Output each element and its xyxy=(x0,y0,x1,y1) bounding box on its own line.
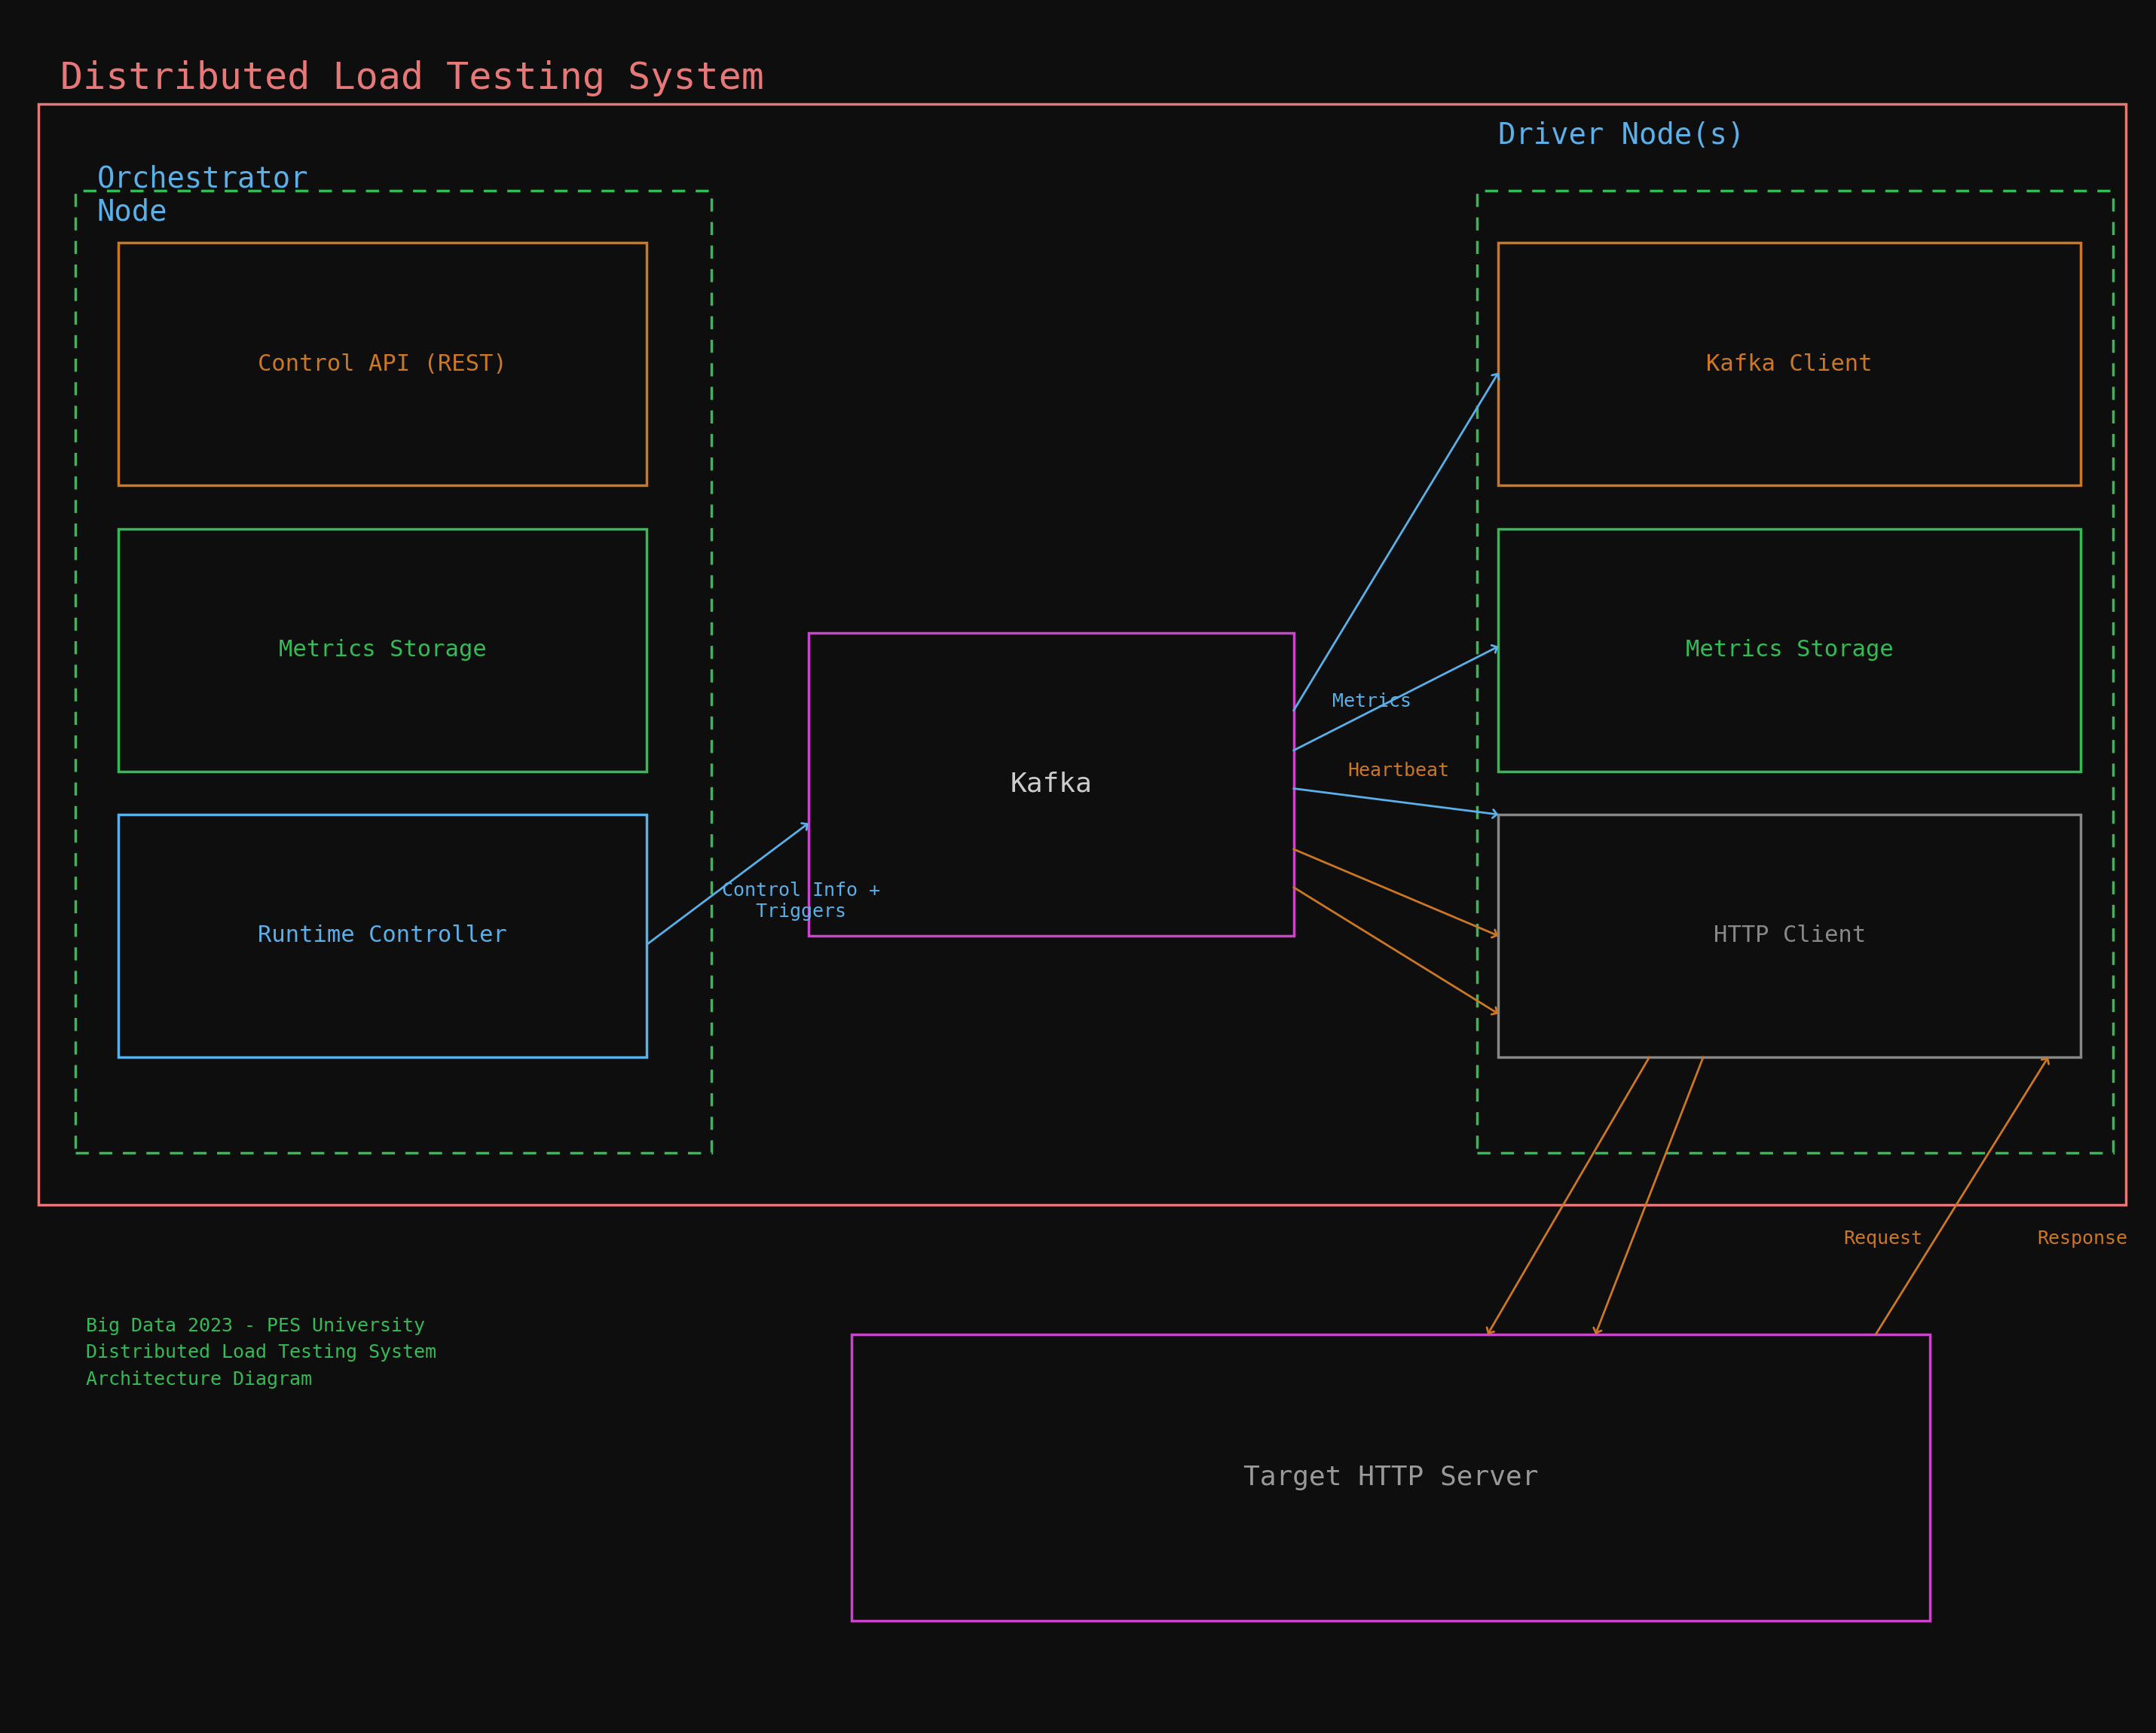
Bar xyxy=(1477,191,2113,1152)
Text: Request: Request xyxy=(1843,1230,1923,1248)
Bar xyxy=(1498,243,2081,485)
Bar xyxy=(808,633,1294,936)
Text: Target HTTP Server: Target HTTP Server xyxy=(1244,1464,1537,1490)
Text: Heartbeat: Heartbeat xyxy=(1348,763,1449,780)
Bar xyxy=(852,1334,1930,1620)
Bar xyxy=(75,191,711,1152)
Bar xyxy=(1498,815,2081,1057)
Text: Driver Node(s): Driver Node(s) xyxy=(1498,121,1744,151)
Bar xyxy=(39,104,2126,1204)
Text: Orchestrator
Node: Orchestrator Node xyxy=(97,165,308,227)
Text: Control Info +
   Triggers: Control Info + Triggers xyxy=(722,882,880,920)
Text: Response: Response xyxy=(2037,1230,2128,1248)
Text: Metrics Storage: Metrics Storage xyxy=(278,639,487,660)
Text: Distributed Load Testing System: Distributed Load Testing System xyxy=(60,61,763,97)
Text: Big Data 2023 - PES University
Distributed Load Testing System
Architecture Diag: Big Data 2023 - PES University Distribut… xyxy=(86,1317,438,1388)
Text: Runtime Controller: Runtime Controller xyxy=(259,925,507,946)
Text: Metrics Storage: Metrics Storage xyxy=(1686,639,1893,660)
Text: HTTP Client: HTTP Client xyxy=(1714,925,1865,946)
Bar xyxy=(119,815,647,1057)
Bar xyxy=(119,243,647,485)
Text: Control API (REST): Control API (REST) xyxy=(259,354,507,374)
Bar xyxy=(1498,529,2081,771)
Text: Kafka: Kafka xyxy=(1009,771,1093,797)
Bar xyxy=(119,529,647,771)
Text: Kafka Client: Kafka Client xyxy=(1705,354,1874,374)
Text: Metrics: Metrics xyxy=(1332,693,1412,711)
